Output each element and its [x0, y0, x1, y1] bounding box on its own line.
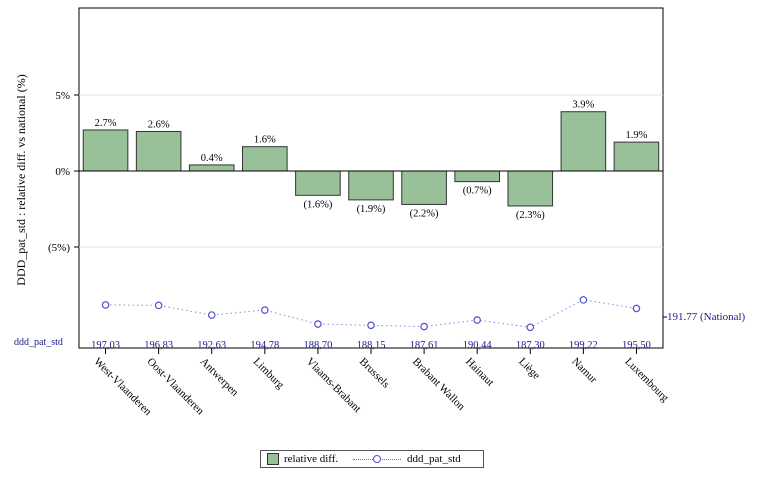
x-tick-label: Limburg [251, 356, 287, 392]
bar-data-label: 3.9% [572, 100, 594, 111]
y-tick-label: (5%) [48, 242, 70, 254]
bar-data-label: (2.3%) [516, 210, 545, 221]
value-table-row: 197,03 196,83 192,63 194,78 188,70 188,15 187,… [91, 340, 651, 351]
bar-data-label: (1.9%) [357, 204, 386, 215]
grid-lines [79, 94, 663, 248]
x-tick-label: Vlaams-Brabant [304, 356, 363, 415]
dotted-marker-icon [353, 454, 401, 464]
table-row-label: ddd_pat_std [14, 337, 63, 348]
y-axis-title: DDD_pat_std : relative diff. vs national… [14, 74, 28, 285]
bar [188, 164, 235, 172]
legend-label: ddd_pat_std [407, 453, 461, 465]
bar-data-label: (0.7%) [463, 186, 492, 197]
y-tick-label: 0% [55, 166, 70, 178]
bar [348, 170, 394, 201]
line-point [207, 311, 216, 319]
table-value: 194,78 [250, 340, 279, 351]
table-value: 199,22 [569, 340, 598, 351]
bar-data-label: 0.4% [201, 153, 223, 164]
bar-swatch-icon [267, 453, 279, 465]
x-tick-label: Namur [569, 356, 599, 386]
x-tick-label: Hainaut [463, 356, 496, 389]
bar-data-label: 2.7% [95, 118, 117, 129]
line-point [632, 304, 641, 313]
bar-data-label: (1.6%) [303, 199, 332, 210]
x-axis-ticks [105, 348, 637, 354]
table-value: 192,63 [197, 340, 226, 351]
bar-data-label: 2.6% [148, 119, 170, 130]
line-point [420, 322, 428, 331]
x-tick-label: Brabant Wallon [410, 356, 468, 414]
bar-data-label: 1.6% [254, 135, 276, 146]
y-axis-ticks: 5% 0% (5%) [48, 90, 79, 254]
bar [507, 170, 554, 207]
bar [401, 170, 447, 205]
line-point [314, 320, 322, 328]
bars [82, 111, 660, 207]
bar [560, 111, 607, 172]
bar-labels: 2.7% 2.6% 0.4% 1.6% (1.6%) (1.9%) (2.2%) (0.7%)… [95, 100, 648, 221]
bar-data-label: (2.2%) [410, 208, 439, 219]
line-point [526, 323, 535, 332]
reference-label: 191.77 (National) [667, 311, 746, 323]
line-point [154, 301, 163, 310]
table-value: 187,30 [516, 340, 545, 351]
x-tick-label: West-Vlaanderen [91, 356, 154, 419]
legend-item-relative-diff: relative diff. [267, 453, 338, 465]
line-point [101, 301, 110, 309]
table-value: 196,83 [144, 340, 173, 351]
table-value: 197,03 [91, 340, 120, 351]
x-tick-label: Luxembourg [622, 356, 671, 405]
bar-data-label: 1.9% [626, 130, 648, 141]
bar [242, 146, 288, 172]
bar [82, 129, 129, 172]
legend-item-ddd-pat-std: ddd_pat_std [353, 453, 461, 465]
x-tick-label: Antwerpen [198, 356, 241, 399]
table-value: 187,61 [410, 340, 439, 351]
bar [454, 170, 500, 183]
line-point [367, 321, 375, 330]
table-value: 188,15 [357, 340, 386, 351]
table-value: 188,70 [303, 340, 332, 351]
table-value: 190,44 [463, 340, 493, 351]
bar [613, 141, 660, 172]
ddd-line-series [101, 296, 667, 332]
x-tick-label: Liège [516, 356, 542, 382]
bar [295, 170, 341, 196]
table-value: 195,50 [622, 340, 651, 351]
legend: relative diff. ddd_pat_std [260, 450, 484, 468]
bar [135, 130, 182, 172]
line-point [579, 296, 588, 304]
legend-label: relative diff. [284, 453, 339, 465]
y-tick-label: 5% [55, 90, 70, 102]
line-point [261, 306, 269, 314]
line-point [473, 316, 481, 324]
x-tick-label: Brussels [357, 356, 392, 391]
